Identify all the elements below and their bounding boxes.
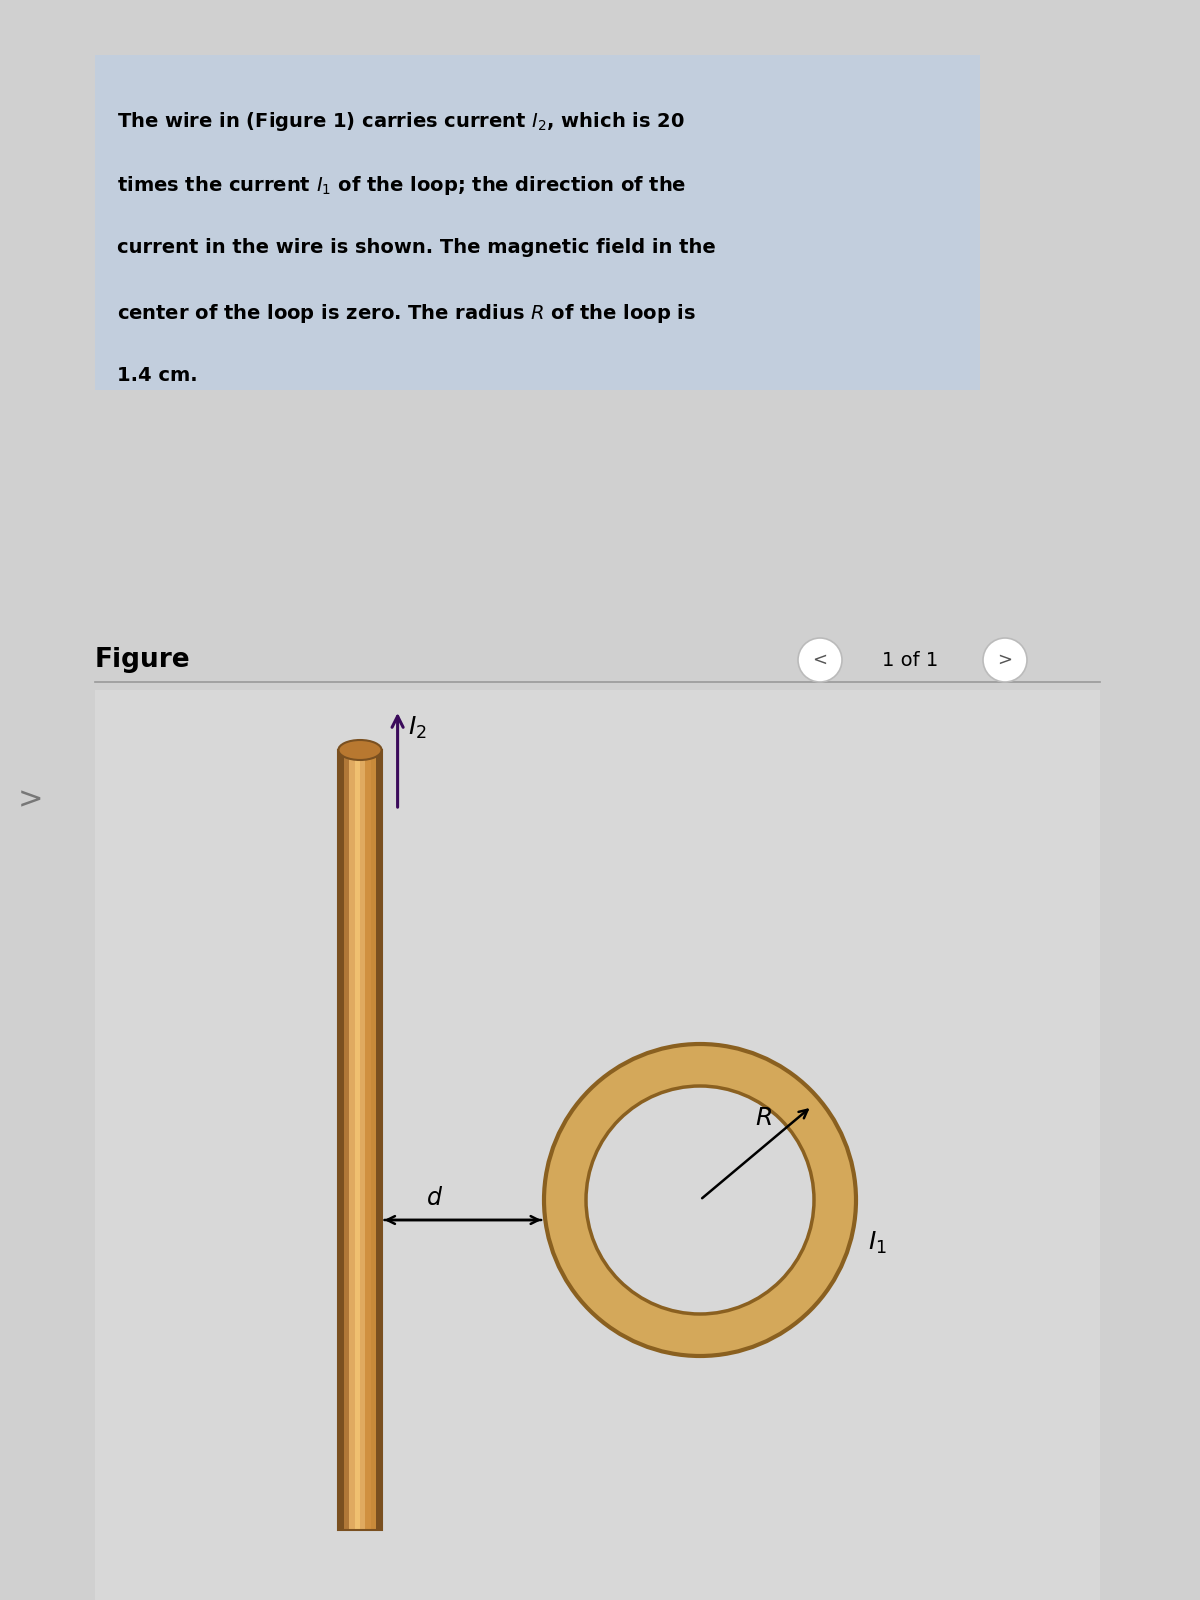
Text: >: > — [997, 651, 1013, 669]
Text: $d$: $d$ — [426, 1186, 443, 1210]
Bar — [365, 750, 371, 1530]
Circle shape — [798, 638, 842, 682]
Bar — [338, 750, 343, 1530]
Text: <: < — [812, 651, 828, 669]
Bar — [95, 54, 980, 390]
Bar — [360, 750, 365, 1530]
Circle shape — [544, 1043, 856, 1357]
Bar — [377, 750, 382, 1530]
Bar — [338, 750, 382, 1530]
Text: Figure: Figure — [95, 646, 191, 674]
Text: center of the loop is zero. The radius $R$ of the loop is: center of the loop is zero. The radius $… — [118, 302, 696, 325]
Text: current in the wire is shown. The magnetic field in the: current in the wire is shown. The magnet… — [118, 238, 715, 258]
Text: times the current $I_1$ of the loop; the direction of the: times the current $I_1$ of the loop; the… — [118, 174, 686, 197]
Ellipse shape — [338, 739, 382, 760]
Bar — [371, 750, 376, 1530]
Text: $I_1$: $I_1$ — [868, 1230, 887, 1256]
Bar — [355, 750, 360, 1530]
Bar — [343, 750, 349, 1530]
Circle shape — [586, 1086, 814, 1314]
Text: >: > — [18, 786, 43, 814]
Bar — [95, 690, 1100, 1600]
Text: $I_2$: $I_2$ — [408, 715, 426, 741]
Text: 1.4 cm.: 1.4 cm. — [118, 366, 198, 386]
Text: $R$: $R$ — [755, 1106, 772, 1130]
Bar — [349, 750, 355, 1530]
Text: 1 of 1: 1 of 1 — [882, 651, 938, 669]
Circle shape — [983, 638, 1027, 682]
Text: The wire in (Figure 1) carries current $I_2$, which is 20: The wire in (Figure 1) carries current $… — [118, 110, 685, 133]
